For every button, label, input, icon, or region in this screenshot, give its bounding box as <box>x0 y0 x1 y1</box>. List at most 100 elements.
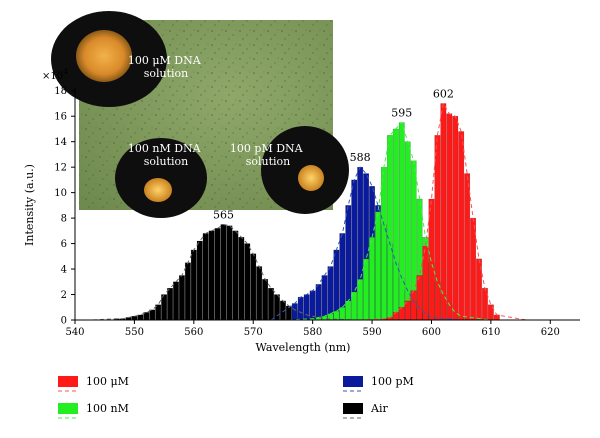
legend-swatch-100-pm <box>343 376 363 387</box>
bar-100-nm <box>386 135 393 321</box>
x-ticks: 540 550 560 570 580 590 600 610 620 <box>65 320 560 338</box>
bar-air <box>256 266 263 321</box>
x-tick-label: 580 <box>303 327 322 338</box>
y-tick-label: 6 <box>61 239 67 250</box>
y-tick-label: 8 <box>61 214 67 225</box>
peak-label-100-pm: 588 <box>350 151 371 164</box>
bar-100-m <box>410 290 417 321</box>
y-tick-label: 10 <box>54 188 67 199</box>
bar-100-nm <box>381 166 387 321</box>
bar-air <box>184 262 191 321</box>
bar-air <box>167 287 173 321</box>
x-tick-label: 570 <box>244 327 263 338</box>
bar-100-m <box>440 103 447 321</box>
bar-100-nm <box>369 237 375 321</box>
x-tick-label: 540 <box>65 327 84 338</box>
x-tick-label: 620 <box>541 327 560 338</box>
y-tick-label: 18 <box>54 86 67 97</box>
bar-100-pm <box>315 284 322 321</box>
y-tick-label: 4 <box>61 265 67 276</box>
inset-label-nM: 100 nM DNA solution <box>128 142 204 168</box>
bar-100-m <box>446 113 453 321</box>
bar-100-pm <box>291 303 298 321</box>
x-tick-label: 600 <box>422 327 441 338</box>
bar-100-nm <box>345 300 352 321</box>
fit-curve-100-pm <box>270 166 462 321</box>
fit-curve-air <box>92 223 355 321</box>
bar-air <box>262 279 269 321</box>
bar-100-nm <box>357 279 364 321</box>
bar-100-nm <box>375 211 381 321</box>
peak-labels-layer: 602 595 588 565 <box>213 87 454 221</box>
bar-air <box>161 294 168 321</box>
bar-100-nm <box>351 291 358 321</box>
x-tick-label: 590 <box>363 327 382 338</box>
bar-air <box>232 230 239 321</box>
peak-label-100-m: 602 <box>433 87 454 100</box>
bar-100-m <box>416 275 423 321</box>
bar-air <box>190 249 197 321</box>
legend-label-air: Air <box>370 402 388 415</box>
bar-100-m <box>464 173 471 321</box>
legend-swatch-100-nm <box>58 403 78 414</box>
y-tick-label: 2 <box>61 290 67 301</box>
legend-label-100-nm: 100 nM <box>86 402 129 415</box>
bar-air <box>202 233 209 321</box>
bar-100-pm <box>303 294 310 321</box>
bar-100-pm <box>321 275 328 321</box>
x-tick-label: 560 <box>184 327 203 338</box>
inset-image: 100 μM DNA solution 100 nM DNA solution … <box>51 11 349 218</box>
y-axis-label: Intensity (a.u.) <box>23 164 36 246</box>
legend-label-100-pm: 100 pM <box>371 375 414 388</box>
y-ticks: 0 2 4 6 8 10 12 14 16 18 <box>54 86 75 327</box>
y-tick-label: 14 <box>54 137 67 148</box>
bar-100-nm <box>339 307 346 321</box>
x-tick-label: 610 <box>481 327 500 338</box>
bar-air <box>173 281 179 321</box>
bar-air <box>226 225 233 321</box>
x-tick-label: 550 <box>125 327 144 338</box>
fit-curves-layer <box>92 102 527 321</box>
bar-100-nm <box>398 122 405 321</box>
bar-100-nm <box>363 258 370 321</box>
bar-100-pm <box>297 296 304 321</box>
bar-air <box>250 253 257 321</box>
bar-100-m <box>404 300 411 321</box>
fit-curve-100-m <box>360 102 527 321</box>
peak-label-100-nm: 595 <box>391 107 412 120</box>
bars-layer <box>113 103 500 321</box>
peak-label-air: 565 <box>213 208 234 221</box>
bar-100-nm <box>392 128 399 321</box>
bar-100-m <box>434 135 441 321</box>
y-multiplier: ×104 <box>42 67 68 82</box>
y-tick-label: 0 <box>61 316 67 327</box>
legend-swatch-100-m <box>58 376 78 387</box>
inset-label-uM: 100 μM DNA solution <box>128 54 204 80</box>
bar-air <box>244 243 251 321</box>
fit-curve-100-nm <box>288 121 491 321</box>
bar-air <box>149 309 156 321</box>
y-tick-label: 12 <box>54 163 67 174</box>
bar-air <box>155 304 162 321</box>
bar-air <box>208 230 215 321</box>
bar-100-m <box>458 131 465 321</box>
bar-100-m <box>482 287 488 321</box>
bar-air <box>179 275 185 321</box>
axes: 540 550 560 570 580 590 600 610 620 0 2 4 6 8 10 12 14 1… <box>54 86 580 338</box>
bar-100-pm <box>309 290 316 321</box>
bar-air <box>196 240 203 321</box>
legend-label-100-m: 100 μM <box>86 375 129 388</box>
bar-100-pm <box>327 266 334 321</box>
inset-label-pM: 100 pM DNA solution <box>230 142 306 168</box>
bar-100-m <box>493 314 500 321</box>
legend: 100 μM 100 nM 100 pM Air <box>58 375 414 419</box>
bar-air <box>214 228 221 321</box>
bar-air <box>238 237 245 321</box>
legend-swatch-air <box>343 403 363 414</box>
bar-100-m <box>452 116 459 321</box>
bar-100-nm <box>404 141 411 321</box>
bar-air <box>131 315 138 321</box>
bar-air <box>268 287 274 321</box>
bar-air <box>220 224 227 321</box>
